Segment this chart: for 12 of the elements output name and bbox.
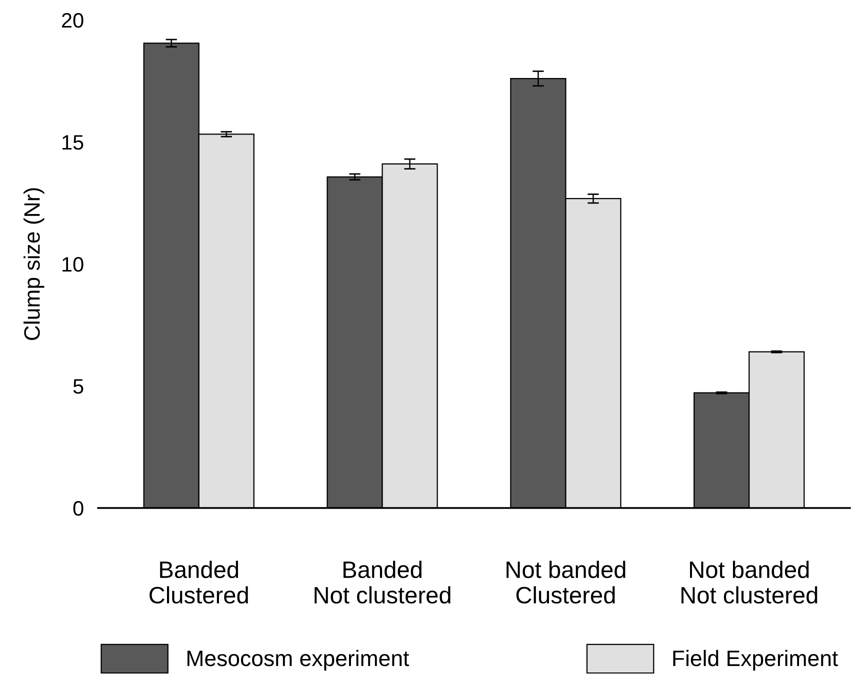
legend-label: Mesocosm experiment [188, 650, 410, 671]
x-tick-label: Banded Not clustered [314, 560, 450, 604]
x-tick-label: Banded Clustered [150, 560, 248, 604]
legend-label: Field Experiment [673, 650, 838, 671]
x-tick-label: Not banded Clustered [506, 560, 626, 604]
y-tick-label: 20 [62, 13, 84, 28]
y-tick-label: 0 [73, 501, 84, 516]
y-tick-label: 5 [73, 379, 84, 394]
y-tick-label: 15 [62, 135, 84, 150]
x-tick-label: Not banded Not clustered [682, 560, 818, 604]
y-tick-label: 10 [62, 257, 84, 272]
y-axis-title: Clump size (Nr) [24, 188, 44, 340]
